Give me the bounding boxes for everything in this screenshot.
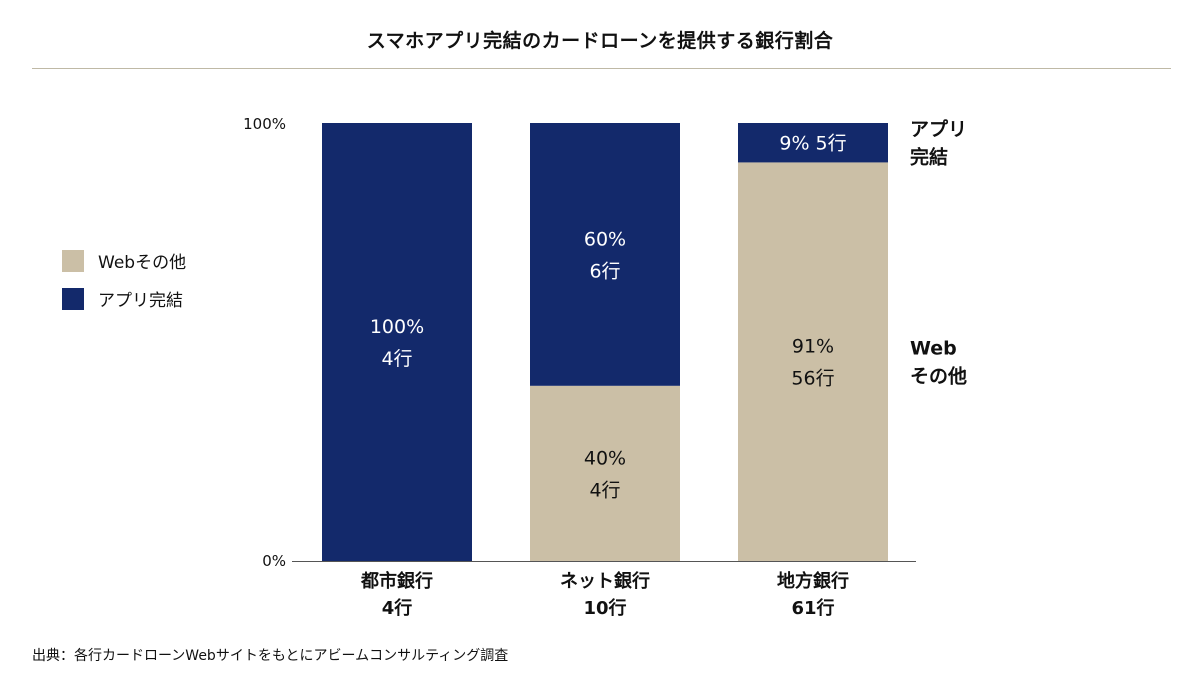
source-note: 出典：各行カードローンWebサイトをもとにアビームコンサルティング調査: [32, 648, 509, 664]
annotation-web-2: その他: [910, 365, 967, 388]
data-label-city-app-1: 100%: [370, 316, 424, 338]
bar-net-web: [530, 385, 680, 561]
x-tick-total-city: 4行: [382, 597, 413, 619]
legend-item-app: アプリ完結: [62, 286, 183, 311]
x-tick-label-city: 都市銀行: [360, 570, 433, 592]
bar-city-app: [322, 123, 472, 561]
y-tick-label-0: 0%: [262, 552, 286, 570]
x-tick-label-regional: 地方銀行: [777, 570, 849, 592]
data-label-regional-app-1: 9% 5行: [779, 133, 846, 155]
x-tick-total-net: 10行: [583, 597, 626, 619]
legend-item-web: Webその他: [62, 248, 186, 273]
data-label-net-web-1: 40%: [584, 447, 626, 469]
data-label-net-app-2: 6行: [589, 260, 620, 282]
annotation-web-1: Web: [910, 338, 957, 360]
legend-swatch-web: [62, 249, 84, 272]
annotation-app-2: 完結: [910, 146, 948, 169]
annotation-app-1: アプリ: [910, 118, 967, 141]
title-divider: [32, 68, 1171, 69]
data-label-regional-web-1: 91%: [792, 336, 834, 358]
bar-net-app: [530, 123, 680, 386]
data-label-net-app-1: 60%: [584, 228, 626, 250]
bar-regional-app: [738, 123, 888, 163]
legend-label-app: アプリ完結: [98, 291, 183, 311]
legend-label-web: Webその他: [98, 253, 187, 273]
data-label-regional-web-2: 56行: [791, 368, 834, 390]
chart-title: スマホアプリ完結のカードローンを提供する銀行割合: [366, 30, 834, 52]
x-tick-total-regional: 61行: [791, 597, 834, 619]
x-tick-label-net: ネット銀行: [560, 570, 650, 592]
data-label-city-app-2: 4行: [381, 348, 412, 370]
bar-regional-web: [738, 162, 888, 562]
legend-swatch-app: [62, 287, 84, 310]
data-label-net-web-2: 4行: [589, 479, 620, 501]
y-tick-label-100: 100%: [243, 115, 286, 133]
